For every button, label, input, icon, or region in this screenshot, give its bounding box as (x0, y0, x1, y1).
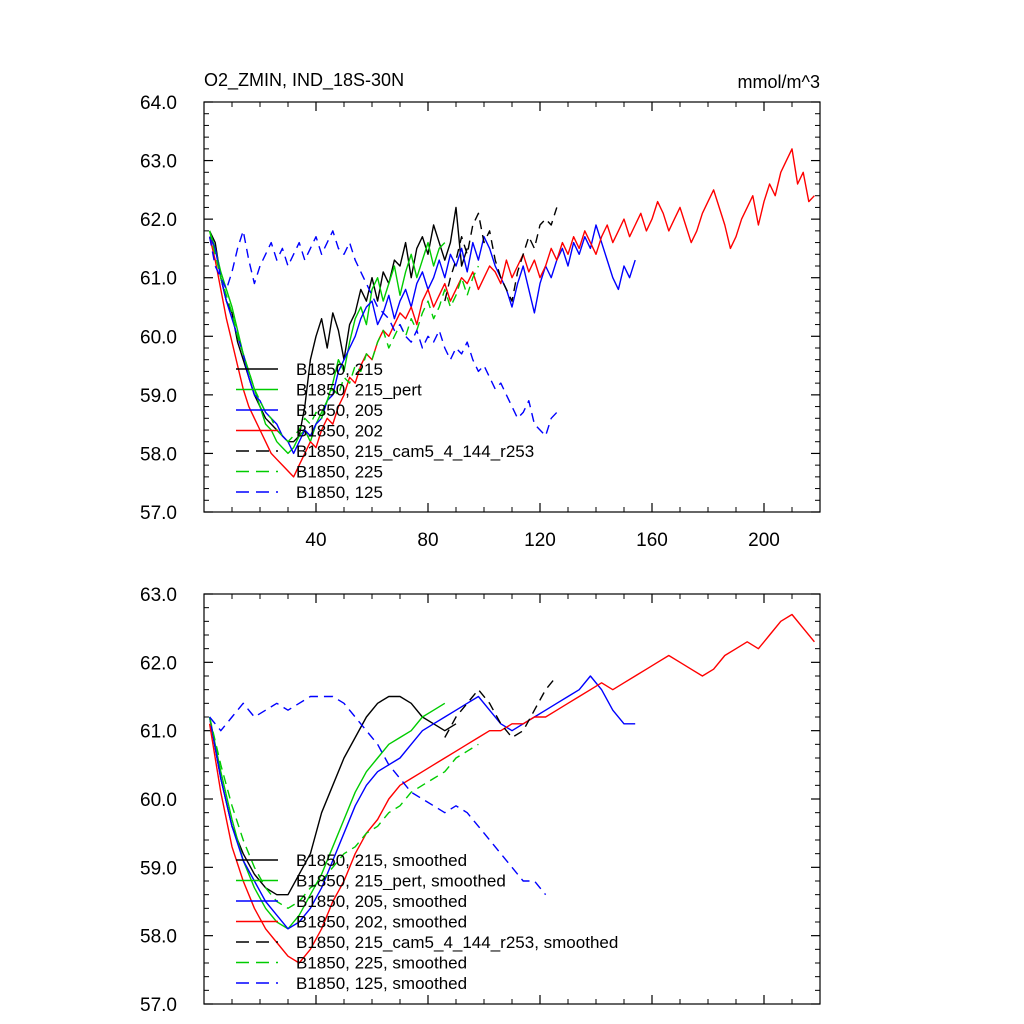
legend-label: B1850, 125, smoothed (296, 974, 467, 993)
legend-label: B1850, 205, smoothed (296, 892, 467, 911)
y-tick-label: 59.0 (140, 386, 177, 407)
y-tick-label: 60.0 (140, 790, 177, 811)
legend-label: B1850, 215 (296, 360, 383, 379)
chart-panel-2: 57.0 58.0 59.0 60.0 61.0 62.0 63.0 B1850, 215, … (140, 585, 821, 1016)
legend-label: B1850, 215_cam5_4_144_r253 (296, 442, 534, 461)
series-line-2 (208, 702, 446, 930)
x-tick-label: 80 (417, 530, 438, 551)
chart-title: O2_ZMIN, IND_18S-30N (204, 70, 404, 91)
y-tick-label: 58.0 (140, 444, 177, 465)
x-tick-label: 40 (305, 530, 326, 551)
legend-label: B1850, 202 (296, 422, 383, 441)
series-line-6 (208, 716, 479, 909)
series-line-5 (444, 675, 558, 739)
y-tick-label: 61.0 (140, 269, 177, 290)
series-line-7 (208, 230, 558, 437)
series-line-4 (208, 148, 815, 478)
x-tick-label: 200 (748, 530, 780, 551)
y-tick-label: 63.0 (140, 585, 177, 606)
legend-label: B1850, 225, smoothed (296, 954, 467, 973)
legend-label: B1850, 125 (296, 483, 383, 502)
series-line-7 (209, 695, 547, 896)
series-line-4 (208, 613, 815, 964)
y-tick-label: 64.0 (140, 93, 177, 114)
y-tick-label: 62.0 (140, 210, 177, 231)
units-label: mmol/m^3 (738, 72, 820, 92)
y-tick-label: 63.0 (140, 152, 177, 173)
y-tick-label: 60.0 (140, 327, 177, 348)
legend: B1850, 215, smoothed B1850, 215_pert, smo… (236, 851, 618, 993)
y-tick-label: 57.0 (140, 503, 177, 524)
y-tick-label: 57.0 (140, 995, 177, 1016)
legend-label: B1850, 215_cam5_4_144_r253, smoothed (296, 933, 618, 952)
legend-label: B1850, 215_pert (296, 381, 422, 400)
series-line-1 (208, 695, 457, 896)
x-tick-label: 160 (636, 530, 668, 551)
series-line-5 (444, 207, 558, 302)
y-tick-label: 61.0 (140, 722, 177, 743)
legend-label: B1850, 202, smoothed (296, 913, 467, 932)
legend-label: B1850, 225 (296, 463, 383, 482)
y-tick-label: 62.0 (140, 653, 177, 674)
series-line-6 (208, 230, 480, 443)
series-line-3 (208, 224, 636, 455)
series-line-3 (208, 675, 636, 930)
legend-label: B1850, 215_pert, smoothed (296, 872, 506, 891)
y-tick-label: 58.0 (140, 927, 177, 948)
chart-panel-1: 57.0 58.0 59.0 60.0 61.0 62.0 63.0 64.0 40 80 120 1… (140, 70, 821, 551)
x-tick-label: 120 (524, 530, 556, 551)
y-tick-label: 59.0 (140, 858, 177, 879)
legend-label: B1850, 215, smoothed (296, 851, 467, 870)
legend-label: B1850, 205 (296, 401, 383, 420)
